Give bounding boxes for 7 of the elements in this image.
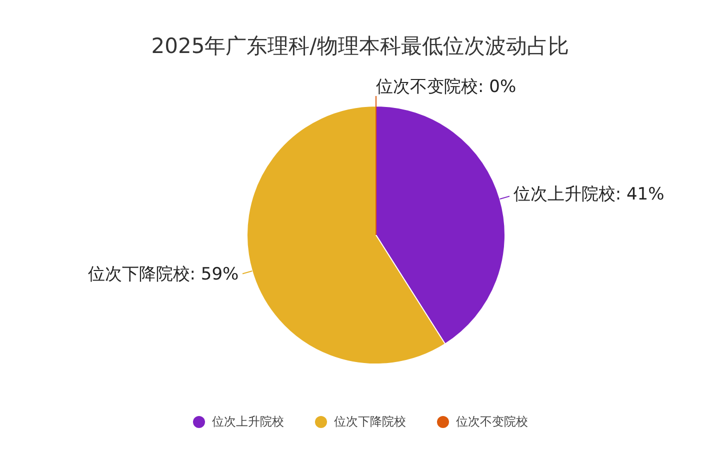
- legend-label: 位次上升院校: [212, 414, 284, 428]
- legend-label: 位次下降院校: [334, 414, 406, 428]
- data-label: 位次上升院校: 41%: [513, 184, 664, 205]
- chart-title: 2025年广东理科/物理本科最低位次波动占比: [151, 34, 569, 58]
- text: 位次不变院校: 0%: [376, 77, 516, 97]
- legend-label: 位次不变院校: [456, 414, 528, 428]
- data-label: 位次下降院校: 59%: [88, 264, 239, 285]
